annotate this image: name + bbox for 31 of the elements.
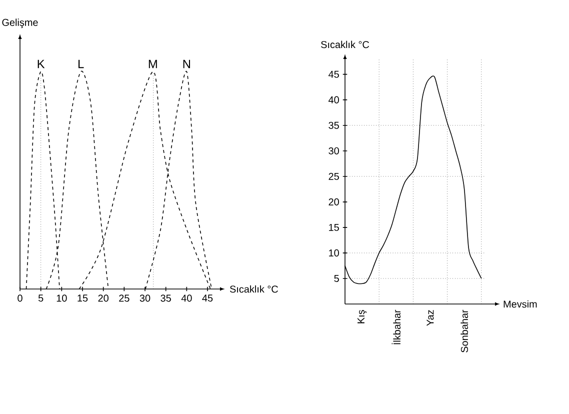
- y-axis-title: Gelişme: [2, 18, 38, 28]
- x-tick-label: 15: [78, 294, 88, 302]
- series-label: K: [38, 60, 45, 68]
- x-tick-label: 35: [160, 294, 171, 302]
- x-tick-label: İlkbahar: [392, 310, 401, 344]
- x-tick-label: 10: [56, 294, 67, 302]
- x-tick-label: 45: [202, 294, 213, 302]
- x-tick-label: 30: [140, 294, 150, 302]
- y-tick-label: 15: [329, 224, 339, 231]
- series-label: L: [78, 60, 84, 68]
- x-tick-label: 40: [181, 294, 192, 302]
- series-label: M: [148, 60, 157, 68]
- x-tick-label: 20: [98, 294, 108, 302]
- y-tick-label: 25: [328, 172, 339, 180]
- x-tick-label: Yaz: [426, 310, 434, 326]
- y-tick-label: 35: [328, 122, 339, 129]
- x-tick-label: 5: [38, 294, 44, 302]
- y-tick-label: 10: [329, 249, 339, 256]
- x-tick-label: Kış: [358, 310, 367, 324]
- series-label: N: [183, 60, 190, 68]
- y-tick-label: 40: [328, 96, 339, 104]
- x-axis-title: Sıcaklık °C: [230, 285, 278, 293]
- x-tick-label: 0: [18, 294, 22, 302]
- x-tick-label: 25: [119, 294, 130, 302]
- y-tick-label: 5: [334, 275, 339, 282]
- y-axis-title: Sıcaklık °C: [321, 40, 370, 48]
- x-axis-title: Mevsim: [504, 300, 537, 308]
- y-tick-label: 30: [328, 147, 339, 154]
- y-tick-label: 20: [328, 198, 339, 206]
- x-tick-label: Sonbahar: [460, 310, 468, 352]
- y-tick-label: 45: [328, 70, 339, 78]
